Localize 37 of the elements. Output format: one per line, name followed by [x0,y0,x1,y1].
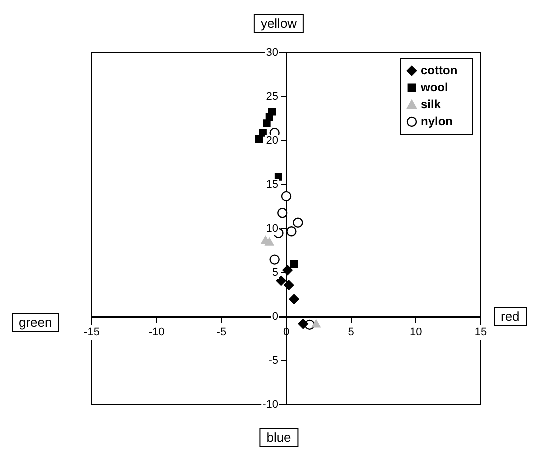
point [255,135,264,144]
point [312,320,321,328]
point [278,208,288,218]
text: yellow [254,14,304,33]
x-tick-label: 5 [348,326,354,339]
y-tick-label: 5 [272,267,278,280]
y-tick-label: -5 [268,355,278,368]
y-tick-label: 25 [266,91,278,104]
y-tick-label: 10 [266,223,278,236]
y-tick-label: 15 [266,179,278,192]
y-tick-label: 0 [272,311,278,324]
x-tick-label: -15 [84,326,100,339]
point [281,191,292,202]
point [286,226,297,237]
point [284,280,294,290]
x-tick-label: 15 [474,326,488,339]
point [293,218,304,228]
y-tick-label: 30 [266,47,278,60]
legend-label: nylon [421,114,453,128]
point [289,294,300,304]
x-tick-label: 10 [410,326,422,339]
point [290,260,298,268]
legend-label: wool [420,80,448,94]
text: green [12,313,60,332]
text: red [494,307,527,326]
point [263,120,271,128]
point [282,265,293,276]
x-tick-label: -10 [148,326,165,339]
text: blue [260,428,298,447]
legend-label: cotton [421,63,458,78]
y-tick-label: -10 [262,399,278,412]
y-tick-label: 20 [266,135,278,148]
point [298,318,308,330]
point [270,254,280,265]
x-tick-label: -5 [216,326,227,339]
point [276,276,286,286]
legend-label: silk [421,97,442,112]
